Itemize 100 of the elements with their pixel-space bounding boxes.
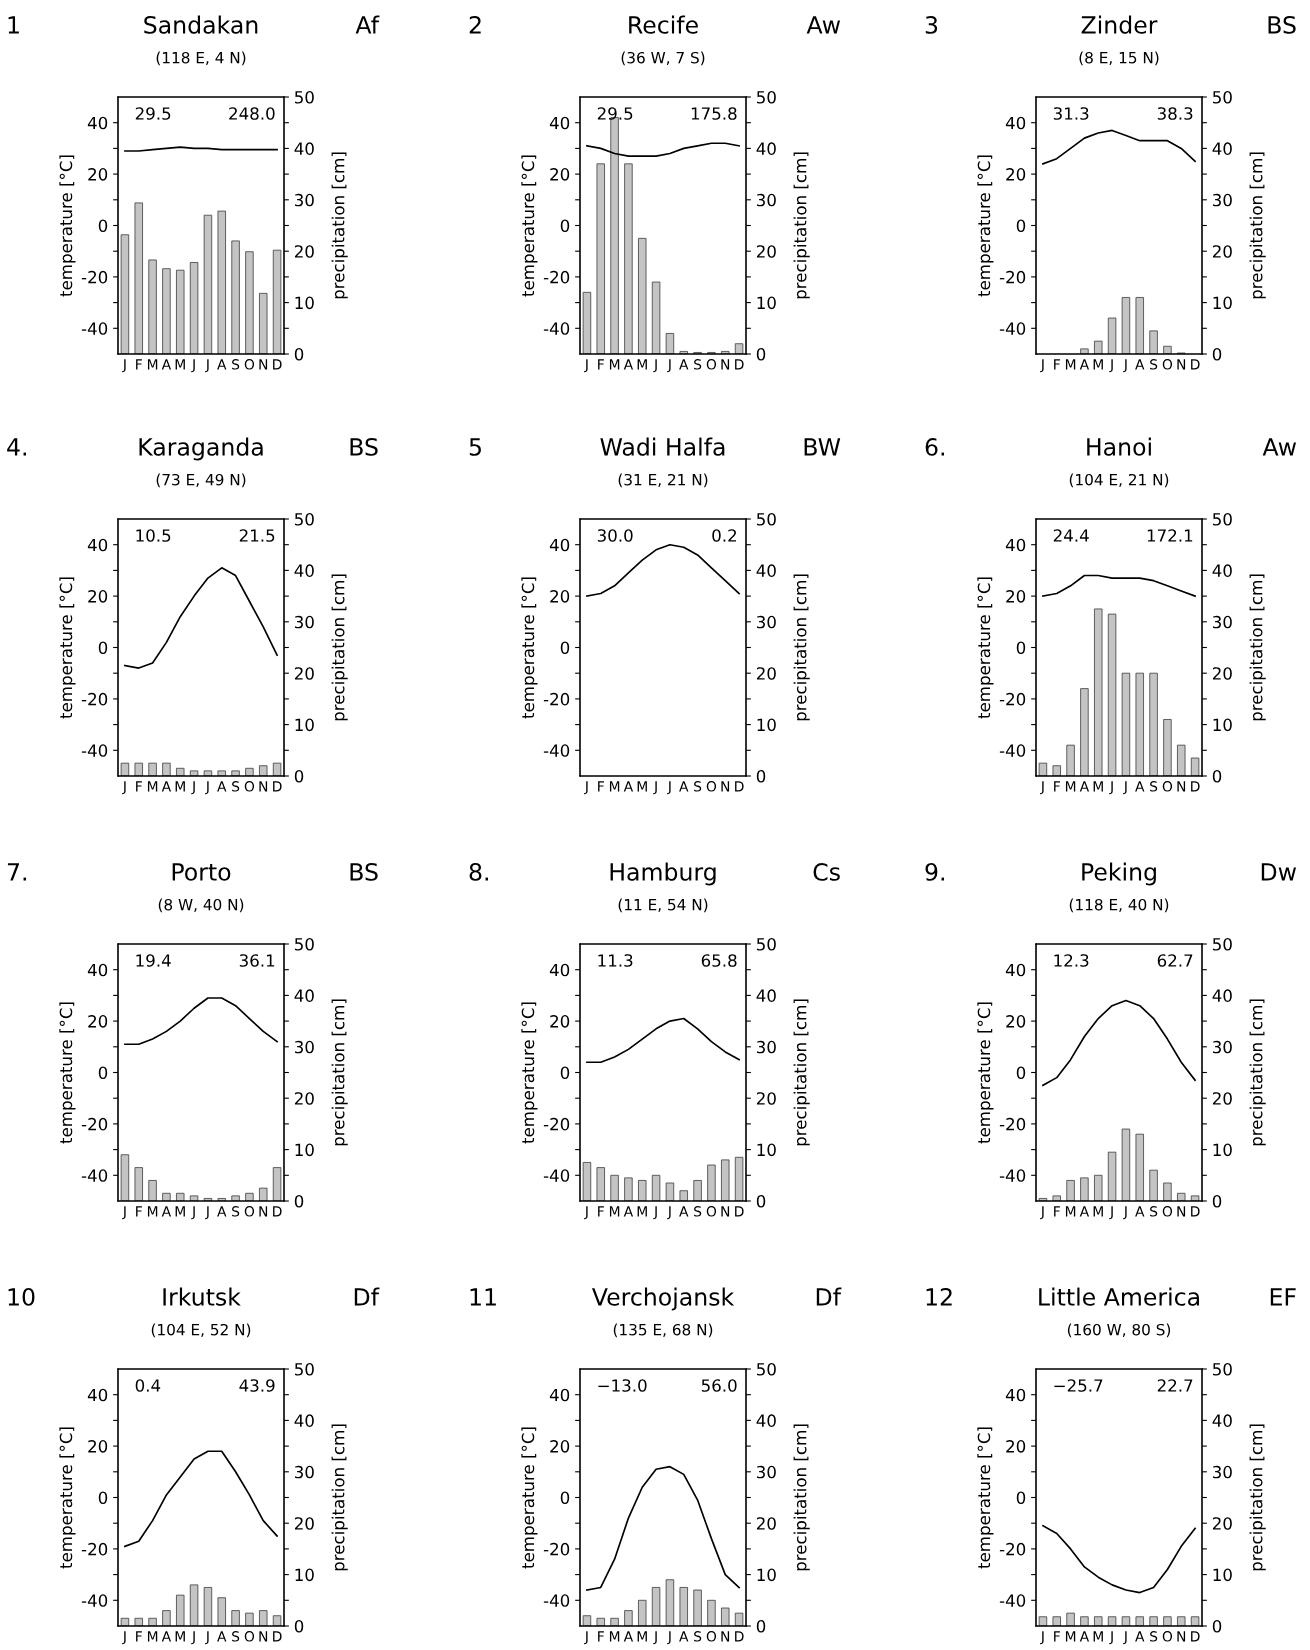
y-tick-label: 0 (98, 1066, 108, 1080)
chart-title: Sandakan (144, 15, 258, 34)
y-tick-label: 20 (550, 590, 570, 603)
y2-axis-title: precipitation [cm] (793, 574, 810, 721)
chart-title: Verchojansk (591, 1287, 735, 1311)
y2-tick-label: 10 (757, 718, 776, 732)
annotation: 12.3 (1054, 954, 1089, 967)
chart-subtitle: (135 E, 68 N) (613, 1323, 713, 1338)
x-tick-label: N (1177, 1631, 1186, 1642)
x-tick-label: J (653, 1631, 657, 1645)
text: 8. (469, 862, 488, 881)
x-tick-label: J (1123, 359, 1127, 373)
y2-tick-label: 0 (294, 769, 304, 783)
y2-tick-label: 0 (756, 1619, 766, 1633)
x-tick-label: M (637, 1206, 647, 1217)
y2-tick-label: 40 (294, 1414, 314, 1427)
y2-tick-label: 10 (1213, 296, 1232, 310)
y2-tick-label: 30 (294, 615, 314, 629)
y-axis-title: temperature [°C] (977, 1427, 994, 1569)
y-tick-label: 20 (550, 168, 570, 181)
y2-tick-label: 20 (1212, 667, 1232, 680)
y2-tick-label: 30 (756, 615, 776, 629)
y-tick-label: 40 (549, 538, 570, 552)
y-tick-label: 20 (550, 1015, 570, 1028)
y-tick-label: -40 (81, 1169, 108, 1182)
x-tick-label: N (259, 1631, 268, 1642)
x-tick-label: S (232, 1206, 240, 1217)
annotation: −13.0 (598, 1379, 647, 1392)
y-tick-label: 40 (1005, 538, 1026, 552)
y-tick-label: 0 (1016, 1491, 1026, 1505)
y2-axis-title: precipitation [cm] (793, 1424, 810, 1571)
y2-tick-label: 30 (294, 193, 314, 207)
y-tick-label: 0 (560, 1066, 570, 1080)
y2-tick-label: 0 (1212, 769, 1222, 783)
x-tick-label: S (694, 359, 702, 370)
x-tick-label: M (609, 359, 620, 370)
y2-axis-title: precipitation [cm] (331, 999, 348, 1146)
annotation: 43.9 (239, 1379, 275, 1392)
x-tick-label: D (273, 1206, 282, 1217)
y2-tick-label: 50 (757, 937, 776, 951)
x-tick-label: J (205, 781, 209, 795)
x-tick-label: J (205, 359, 209, 373)
x-tick-label: J (1109, 781, 1113, 795)
x-tick-label: J (191, 359, 195, 373)
y2-tick-label: 50 (757, 90, 776, 104)
x-tick-label: J (667, 359, 671, 373)
chart-subtitle: (31 E, 21 N) (618, 473, 708, 488)
y-tick-label: -20 (81, 692, 108, 706)
x-tick-label: M (1065, 1631, 1076, 1642)
annotation: 10.5 (136, 529, 171, 542)
x-tick-label: F (598, 359, 604, 370)
x-tick-label: M (147, 781, 158, 792)
x-tick-label: N (259, 359, 268, 370)
y-tick-label: 20 (88, 168, 108, 181)
y2-tick-label: 40 (294, 989, 314, 1002)
x-tick-label: F (598, 781, 604, 792)
y-tick-label: 0 (1016, 641, 1026, 655)
y2-tick-label: 30 (1212, 1465, 1232, 1479)
annotation: 56.0 (701, 1379, 737, 1392)
y-tick-label: -40 (81, 322, 108, 335)
x-tick-label: M (175, 1206, 185, 1217)
y-tick-label: -20 (543, 1117, 570, 1131)
y-tick-label: -20 (81, 270, 108, 284)
x-tick-label: J (1123, 781, 1127, 795)
x-tick-label: N (721, 1631, 730, 1642)
x-tick-label: D (1191, 1631, 1200, 1642)
y2-tick-label: 50 (757, 512, 776, 526)
y2-tick-label: 20 (294, 667, 314, 680)
y-tick-label: -20 (543, 1542, 570, 1556)
text: 1 (8, 16, 19, 34)
x-tick-label: A (1079, 1206, 1090, 1217)
chart-title: Karaganda (139, 437, 263, 461)
text: 3 (925, 15, 938, 34)
y-tick-label: 20 (88, 1015, 108, 1028)
y-tick-label: 40 (1005, 1388, 1026, 1402)
y-tick-label: -40 (543, 1169, 570, 1182)
chart-title: Recife (629, 15, 698, 34)
x-tick-label: S (232, 1631, 240, 1642)
y-tick-label: -20 (81, 1117, 108, 1131)
y2-tick-label: 50 (1213, 937, 1232, 951)
y2-tick-label: 40 (294, 142, 314, 155)
y2-tick-label: 30 (756, 1040, 776, 1054)
y2-tick-label: 20 (1212, 1092, 1232, 1105)
x-tick-label: A (623, 1631, 634, 1642)
annotation: 62.7 (1157, 954, 1193, 967)
x-tick-label: F (1054, 359, 1060, 370)
y-tick-label: -40 (543, 744, 570, 757)
chart-subtitle: (11 E, 54 N) (618, 898, 708, 913)
x-tick-label: J (667, 1206, 671, 1220)
x-tick-label: J (191, 1631, 195, 1645)
x-tick-label: A (623, 1206, 634, 1217)
x-tick-label: O (706, 1631, 717, 1642)
annotation: 19.4 (136, 954, 171, 967)
y2-tick-label: 30 (294, 1040, 314, 1054)
x-tick-label: A (1079, 1631, 1090, 1642)
y2-tick-label: 50 (1213, 90, 1232, 104)
x-tick-label: J (653, 781, 657, 795)
x-tick-label: J (122, 359, 126, 373)
x-tick-label: J (1109, 359, 1113, 373)
x-tick-label: S (1150, 781, 1158, 792)
